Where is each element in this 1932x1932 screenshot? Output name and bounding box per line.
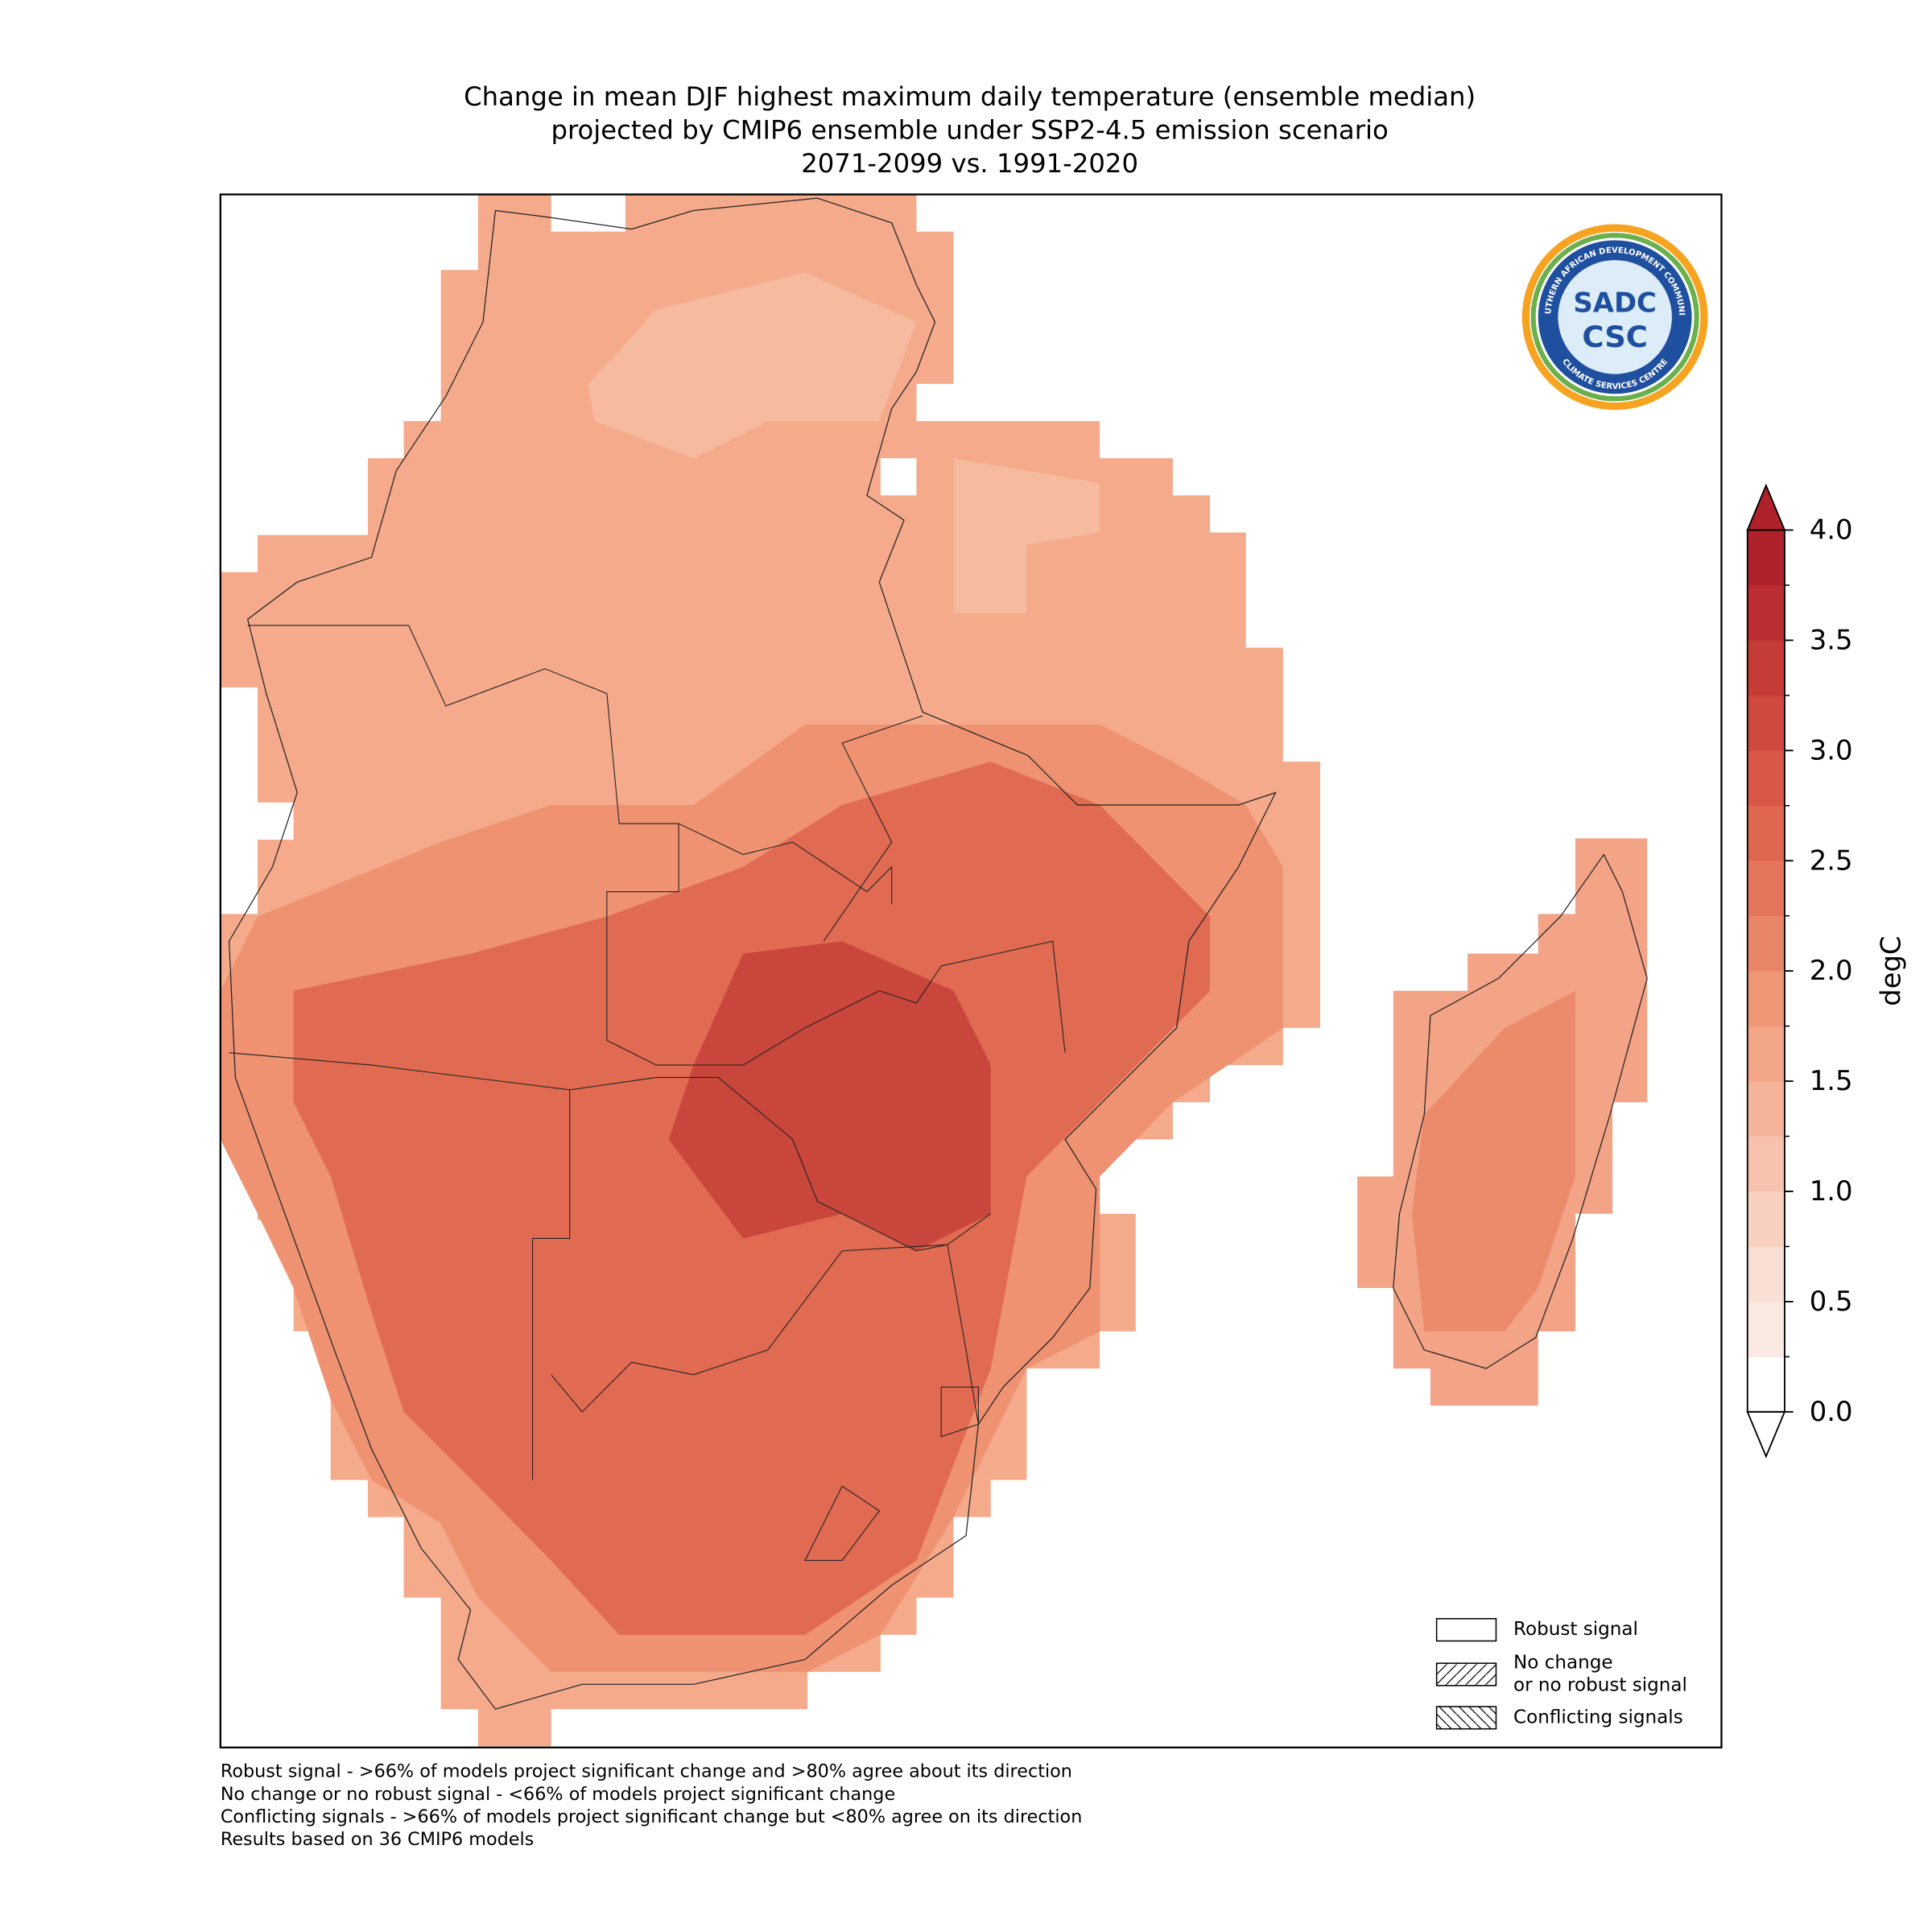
colorbar-segment (1747, 1246, 1785, 1302)
legend-label: Conflicting signals (1513, 1707, 1683, 1728)
colorbar-segment (1747, 861, 1785, 917)
footnote: Robust signal - >66% of models project s… (221, 1761, 1072, 1782)
colorbar-segment (1747, 640, 1785, 696)
footnote: No change or no robust signal - <66% of … (221, 1784, 895, 1805)
title-line: projected by CMIP6 ensemble under SSP2-4… (551, 114, 1388, 145)
colorbar-segment (1747, 1026, 1785, 1082)
land-pale (588, 272, 917, 459)
colorbar-tick-label: 2.0 (1810, 955, 1853, 986)
footnote: Conflicting signals - >66% of models pro… (221, 1806, 1082, 1827)
colorbar-segment (1747, 915, 1785, 972)
land-pale (953, 458, 1100, 613)
footnote: Results based on 36 CMIP6 models (221, 1829, 534, 1850)
colorbar-tick-label: 3.5 (1810, 624, 1853, 655)
colorbar-segment (1747, 1191, 1785, 1247)
colorbar-segment (1747, 1136, 1785, 1192)
colorbar: 0.0 0.5 1.0 1.5 2.0 2.5 3.0 3.5 4.0 degC (1746, 483, 1906, 1459)
colorbar-tick-label: 1.0 (1810, 1175, 1853, 1207)
no-data-cell (880, 458, 917, 496)
map-frame (219, 193, 1723, 1748)
logo-name: CSC (1582, 320, 1647, 354)
logo-ring (1521, 224, 1708, 411)
colorbar-tick-label: 0.5 (1810, 1286, 1853, 1317)
map (220, 194, 1648, 1747)
colorbar-segment (1747, 805, 1785, 861)
logo-mark: SADC (1573, 287, 1656, 319)
colorbar-tick-label: 3.0 (1810, 734, 1853, 766)
land-darkest (668, 941, 991, 1251)
colorbar-tick-label: 4.0 (1810, 514, 1853, 546)
title-line: Change in mean DJF highest maximum daily… (464, 81, 1476, 112)
colorbar-tick-label: 0.0 (1810, 1396, 1853, 1427)
colorbar-segment (1747, 1301, 1785, 1357)
colorbar-extend-min (1746, 1410, 1786, 1459)
colorbar-segment (1747, 695, 1785, 751)
legend-label: Robust signal (1513, 1619, 1638, 1640)
legend-swatch (1435, 1662, 1497, 1686)
footnotes: Robust signal - >66% of models project s… (221, 1761, 1082, 1850)
colorbar-tick-label: 1.5 (1810, 1065, 1853, 1096)
colorbar-segment (1747, 584, 1785, 641)
legend-swatch (1435, 1706, 1497, 1730)
colorbar-label: degC (1875, 935, 1906, 1005)
title-line: 2071-2099 vs. 1991-2020 (801, 148, 1138, 179)
colorbar-extend-max (1746, 483, 1786, 531)
legend-label: or no robust signal (1513, 1674, 1687, 1695)
legend-swatch (1435, 1618, 1497, 1642)
legend-label: No change (1513, 1653, 1613, 1674)
colorbar-segment (1747, 530, 1785, 586)
logo-center (1558, 260, 1672, 374)
coastline (228, 197, 1277, 1710)
border (229, 625, 1066, 1561)
madagascar-inner (1411, 990, 1575, 1331)
logo-ring (1530, 233, 1699, 402)
colorbar-segment (1747, 971, 1785, 1027)
coastline (1393, 853, 1648, 1369)
colorbar-segment (1747, 1356, 1785, 1413)
colorbar-tick-label: 2.5 (1810, 844, 1853, 876)
colorbar-segment (1747, 1081, 1785, 1137)
colorbar-segment (1747, 750, 1785, 807)
